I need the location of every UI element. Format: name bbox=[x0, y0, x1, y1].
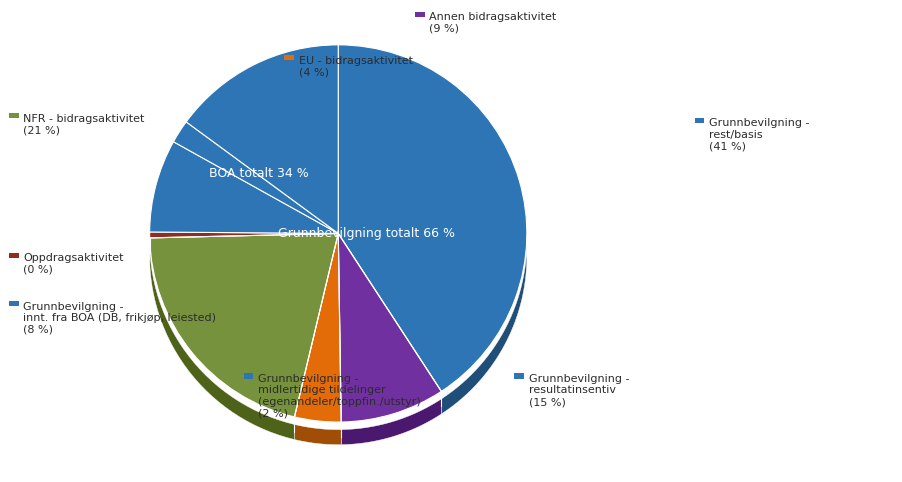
Wedge shape bbox=[186, 45, 338, 233]
Wedge shape bbox=[294, 233, 341, 422]
Wedge shape bbox=[338, 45, 527, 391]
Text: NFR - bidragsaktivitet
(21 %): NFR - bidragsaktivitet (21 %) bbox=[23, 114, 145, 135]
Text: Grunnbevilgning totalt 66 %: Grunnbevilgning totalt 66 % bbox=[278, 227, 455, 240]
Polygon shape bbox=[441, 242, 527, 414]
Text: Grunnbevilgning -
resultatinsentiv
(15 %): Grunnbevilgning - resultatinsentiv (15 %… bbox=[529, 374, 629, 407]
Text: Grunnbevilgning -
midlertidige tildelinger
(egenandeler/toppfin./utstyr)
(2 %): Grunnbevilgning - midlertidige tildeling… bbox=[258, 374, 420, 419]
Polygon shape bbox=[150, 245, 294, 440]
Wedge shape bbox=[150, 233, 338, 417]
Wedge shape bbox=[150, 142, 338, 233]
Text: Grunnbevilgning -
innt. fra BOA (DB, frikjøp, leiested)
(8 %): Grunnbevilgning - innt. fra BOA (DB, fri… bbox=[23, 302, 216, 335]
Text: Grunnbevilgning -
rest/basis
(41 %): Grunnbevilgning - rest/basis (41 %) bbox=[709, 119, 809, 151]
Wedge shape bbox=[173, 122, 338, 233]
Wedge shape bbox=[338, 233, 441, 422]
Text: Annen bidragsaktivitet
(9 %): Annen bidragsaktivitet (9 %) bbox=[429, 13, 557, 34]
Text: BOA totalt 34 %: BOA totalt 34 % bbox=[209, 167, 308, 180]
Wedge shape bbox=[150, 232, 338, 238]
Polygon shape bbox=[294, 425, 341, 445]
Text: Oppdragsaktivitet
(0 %): Oppdragsaktivitet (0 %) bbox=[23, 254, 124, 275]
Text: EU - bidragsaktivitet
(4 %): EU - bidragsaktivitet (4 %) bbox=[299, 56, 412, 77]
Polygon shape bbox=[341, 399, 441, 445]
